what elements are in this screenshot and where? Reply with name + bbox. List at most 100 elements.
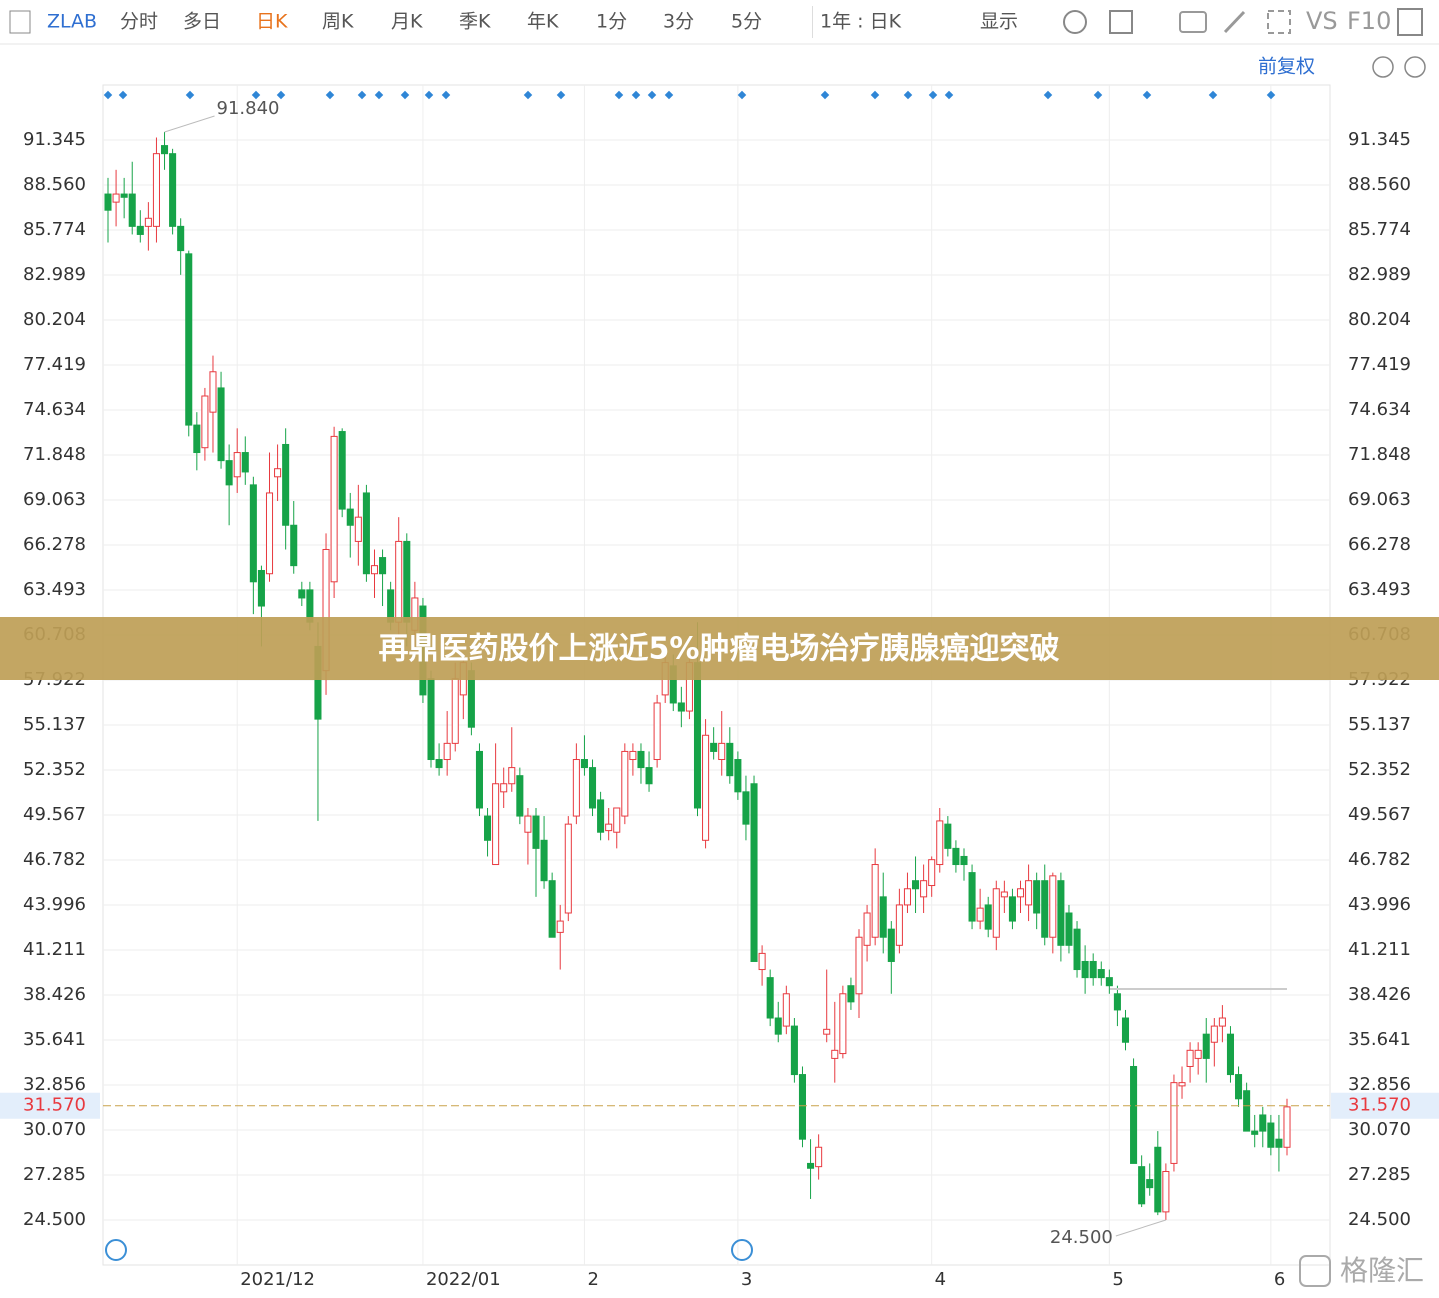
y-tick-label: 88.560 xyxy=(23,174,86,195)
y-tick-label: 77.419 xyxy=(23,354,86,375)
event-marker[interactable] xyxy=(251,90,261,100)
y-tick-label: 30.070 xyxy=(23,1119,86,1140)
adjust-mode[interactable]: 前复权 xyxy=(1258,56,1315,78)
event-marker[interactable] xyxy=(276,90,286,100)
event-marker[interactable] xyxy=(870,90,880,100)
candle-body xyxy=(540,839,548,882)
event-marker[interactable] xyxy=(1208,90,1218,100)
y-tick-label-right: 74.634 xyxy=(1348,399,1411,420)
y-tick-label: 69.063 xyxy=(23,489,86,510)
candle-body xyxy=(847,985,855,1003)
y-tick-label: 49.567 xyxy=(23,804,86,825)
event-marker[interactable] xyxy=(647,90,657,100)
event-marker[interactable] xyxy=(1093,90,1103,100)
candle-body xyxy=(257,569,265,607)
candle-body xyxy=(1178,1082,1186,1087)
y-tick-label: 32.856 xyxy=(23,1074,86,1095)
candle-body xyxy=(1025,880,1033,906)
tab[interactable]: 多日 xyxy=(183,11,221,33)
candle-body xyxy=(1194,1049,1202,1059)
candle-body xyxy=(936,820,944,866)
tab[interactable]: 5分 xyxy=(731,11,762,33)
candle-body xyxy=(798,1074,807,1140)
y-tick-label-right: 49.567 xyxy=(1348,804,1411,825)
display-menu[interactable]: 显示 xyxy=(980,11,1018,33)
range-select[interactable]: 1年 : 日K xyxy=(820,11,902,33)
event-marker[interactable] xyxy=(185,90,195,100)
box-icon[interactable] xyxy=(1109,10,1133,34)
y-tick-label: 41.211 xyxy=(23,939,86,960)
draw-icon[interactable] xyxy=(1223,10,1246,34)
event-marker[interactable] xyxy=(1266,90,1276,100)
candle-body xyxy=(152,153,160,227)
event-marker[interactable] xyxy=(737,90,747,100)
candle-body xyxy=(839,993,847,1055)
event-marker[interactable] xyxy=(118,90,128,100)
event-marker[interactable] xyxy=(441,90,451,100)
event-marker[interactable] xyxy=(325,90,335,100)
compare[interactable]: VS xyxy=(1306,7,1338,35)
tab[interactable]: 1分 xyxy=(596,11,627,33)
candle-body xyxy=(1105,977,1113,987)
event-marker[interactable] xyxy=(820,90,830,100)
event-marker[interactable] xyxy=(523,90,533,100)
tab[interactable]: 季K xyxy=(459,11,491,33)
candle-body xyxy=(112,193,120,203)
symbol[interactable]: ZLAB xyxy=(47,11,97,33)
candle-body xyxy=(274,468,282,478)
zoom-in[interactable] xyxy=(1404,56,1426,78)
tab[interactable]: 3分 xyxy=(663,11,694,33)
event-marker[interactable] xyxy=(400,90,410,100)
event-icon[interactable] xyxy=(105,1239,127,1261)
panel-icon[interactable] xyxy=(1397,8,1423,36)
candle-body xyxy=(782,993,790,1027)
zoom-out[interactable] xyxy=(1372,56,1394,78)
x-tick-label: 6 xyxy=(1274,1269,1285,1290)
sidebar-toggle[interactable] xyxy=(9,10,31,34)
last-price-tag xyxy=(0,1092,100,1119)
candle-body xyxy=(354,516,362,542)
f10[interactable]: F10 xyxy=(1347,7,1391,35)
event-marker[interactable] xyxy=(424,90,434,100)
event-marker[interactable] xyxy=(1043,90,1053,100)
event-marker[interactable] xyxy=(928,90,938,100)
candle-body xyxy=(742,791,750,825)
event-marker[interactable] xyxy=(664,90,674,100)
candle-body xyxy=(451,678,459,744)
last-price-label: 31.570 xyxy=(23,1095,86,1116)
fullscreen-icon[interactable] xyxy=(1267,10,1291,34)
candle-body xyxy=(524,815,532,833)
y-tick-label: 55.137 xyxy=(23,714,86,735)
candle-body xyxy=(1154,1146,1162,1213)
event-marker[interactable] xyxy=(903,90,913,100)
tab[interactable]: 周K xyxy=(322,11,354,33)
candle-body xyxy=(516,775,524,817)
candle-body xyxy=(128,193,136,227)
tab[interactable]: 年K xyxy=(527,11,559,33)
event-marker[interactable] xyxy=(357,90,367,100)
event-marker[interactable] xyxy=(944,90,954,100)
candle-body xyxy=(144,217,152,227)
candle-body xyxy=(1130,1065,1138,1164)
y-tick-label: 24.500 xyxy=(23,1209,86,1230)
y-tick-label-right: 77.419 xyxy=(1348,354,1411,375)
tab[interactable]: 分时 xyxy=(120,11,158,33)
x-tick-label: 3 xyxy=(741,1269,752,1290)
x-tick-label: 2 xyxy=(587,1269,598,1290)
event-marker[interactable] xyxy=(614,90,624,100)
event-marker[interactable] xyxy=(374,90,384,100)
event-marker[interactable] xyxy=(631,90,641,100)
candle-body xyxy=(992,888,1000,938)
event-marker[interactable] xyxy=(103,90,113,100)
event-marker[interactable] xyxy=(1142,90,1152,100)
camera-icon[interactable] xyxy=(1179,11,1207,33)
candle-body xyxy=(920,880,928,898)
tab[interactable]: 月K xyxy=(391,11,423,33)
event-icon[interactable] xyxy=(731,1239,753,1261)
candle-body xyxy=(831,1049,839,1059)
settings-icon[interactable] xyxy=(1063,10,1087,34)
candle-body xyxy=(282,443,290,526)
tab[interactable]: 日K xyxy=(256,11,288,33)
candle-body xyxy=(928,859,936,887)
event-marker[interactable] xyxy=(556,90,566,100)
